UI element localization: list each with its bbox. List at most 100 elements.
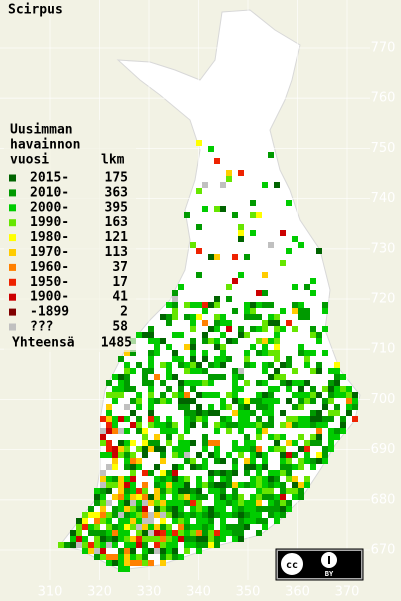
observation bbox=[214, 158, 220, 164]
observation bbox=[316, 392, 322, 398]
observation bbox=[190, 524, 196, 530]
observation bbox=[178, 404, 184, 410]
observation bbox=[184, 542, 190, 548]
observation bbox=[244, 356, 250, 362]
observation bbox=[214, 344, 220, 350]
observation bbox=[322, 398, 328, 404]
observation bbox=[202, 536, 208, 542]
observation bbox=[202, 206, 208, 212]
observation bbox=[226, 338, 232, 344]
observation bbox=[244, 458, 250, 464]
observation bbox=[106, 380, 112, 386]
observation bbox=[226, 170, 232, 176]
observation bbox=[202, 338, 208, 344]
observation bbox=[334, 380, 340, 386]
y-label: 700 bbox=[371, 392, 396, 407]
observation bbox=[130, 506, 136, 512]
observation bbox=[208, 146, 214, 152]
observation bbox=[112, 524, 118, 530]
observation bbox=[112, 422, 118, 428]
observation bbox=[106, 530, 112, 536]
observation bbox=[238, 536, 244, 542]
observation bbox=[166, 362, 172, 368]
observation bbox=[310, 458, 316, 464]
observation bbox=[130, 410, 136, 416]
observation bbox=[250, 446, 256, 452]
observation bbox=[202, 458, 208, 464]
observation bbox=[262, 476, 268, 482]
observation bbox=[334, 362, 340, 368]
observation bbox=[334, 392, 340, 398]
observation bbox=[166, 428, 172, 434]
observation bbox=[280, 230, 286, 236]
observation bbox=[298, 464, 304, 470]
observation bbox=[328, 434, 334, 440]
observation bbox=[208, 392, 214, 398]
observation bbox=[280, 488, 286, 494]
observation bbox=[214, 422, 220, 428]
observation bbox=[238, 410, 244, 416]
observation bbox=[238, 272, 244, 278]
x-label: 350 bbox=[236, 585, 261, 600]
observation bbox=[286, 452, 292, 458]
observation bbox=[130, 440, 136, 446]
y-label: 730 bbox=[371, 241, 396, 256]
observation bbox=[250, 230, 256, 236]
observation bbox=[256, 314, 262, 320]
observation bbox=[292, 302, 298, 308]
observation bbox=[172, 428, 178, 434]
observation bbox=[232, 536, 238, 542]
observation bbox=[136, 404, 142, 410]
observation bbox=[232, 338, 238, 344]
observation bbox=[208, 326, 214, 332]
observation bbox=[202, 542, 208, 548]
observation bbox=[118, 356, 124, 362]
observation bbox=[154, 482, 160, 488]
x-label: 320 bbox=[87, 585, 112, 600]
legend-count: 58 bbox=[112, 320, 128, 335]
observation bbox=[136, 494, 142, 500]
observation bbox=[178, 530, 184, 536]
observation bbox=[244, 398, 250, 404]
observation bbox=[274, 506, 280, 512]
observation bbox=[100, 482, 106, 488]
observation bbox=[142, 512, 148, 518]
observation bbox=[262, 368, 268, 374]
observation bbox=[178, 380, 184, 386]
observation bbox=[100, 488, 106, 494]
observation bbox=[154, 506, 160, 512]
observation bbox=[340, 422, 346, 428]
observation bbox=[130, 452, 136, 458]
observation bbox=[148, 398, 154, 404]
observation bbox=[208, 338, 214, 344]
observation bbox=[172, 290, 178, 296]
observation bbox=[232, 308, 238, 314]
observation bbox=[220, 524, 226, 530]
observation bbox=[172, 500, 178, 506]
observation bbox=[244, 464, 250, 470]
observation bbox=[238, 452, 244, 458]
observation bbox=[112, 554, 118, 560]
observation bbox=[244, 314, 250, 320]
observation bbox=[196, 380, 202, 386]
observation bbox=[118, 386, 124, 392]
observation bbox=[274, 386, 280, 392]
observation bbox=[118, 512, 124, 518]
observation bbox=[310, 326, 316, 332]
observation bbox=[304, 380, 310, 386]
observation bbox=[274, 482, 280, 488]
observation bbox=[106, 482, 112, 488]
observation bbox=[100, 536, 106, 542]
observation bbox=[316, 248, 322, 254]
observation bbox=[310, 290, 316, 296]
observation bbox=[304, 350, 310, 356]
observation bbox=[166, 344, 172, 350]
observation bbox=[226, 452, 232, 458]
observation bbox=[220, 506, 226, 512]
observation bbox=[172, 452, 178, 458]
observation bbox=[298, 416, 304, 422]
observation bbox=[232, 524, 238, 530]
observation bbox=[190, 368, 196, 374]
observation bbox=[268, 410, 274, 416]
observation bbox=[172, 422, 178, 428]
